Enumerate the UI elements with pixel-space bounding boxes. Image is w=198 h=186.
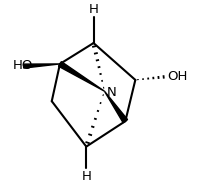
Polygon shape bbox=[59, 62, 105, 91]
Text: H: H bbox=[81, 170, 91, 183]
Text: OH: OH bbox=[167, 70, 188, 83]
Text: HO: HO bbox=[13, 59, 33, 72]
Polygon shape bbox=[24, 64, 60, 68]
Text: N: N bbox=[107, 86, 117, 99]
Polygon shape bbox=[105, 91, 128, 123]
Text: H: H bbox=[89, 3, 98, 16]
